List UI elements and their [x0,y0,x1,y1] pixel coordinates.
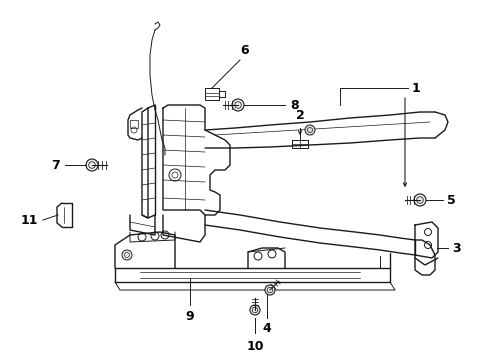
Circle shape [86,159,98,171]
Bar [130,120,138,128]
Circle shape [305,125,315,135]
Text: 7: 7 [51,158,60,171]
Circle shape [232,99,244,111]
Circle shape [265,285,275,295]
Text: 3: 3 [452,242,461,255]
Circle shape [250,305,260,315]
Text: 6: 6 [241,44,249,57]
Circle shape [414,194,426,206]
Text: 10: 10 [246,340,264,353]
Text: 4: 4 [263,322,271,335]
Circle shape [122,250,132,260]
Text: 9: 9 [186,310,195,323]
Text: 1: 1 [412,81,421,95]
Text: 11: 11 [21,213,38,226]
Text: 5: 5 [447,194,456,207]
Text: 2: 2 [295,109,304,122]
Text: 8: 8 [290,99,298,112]
